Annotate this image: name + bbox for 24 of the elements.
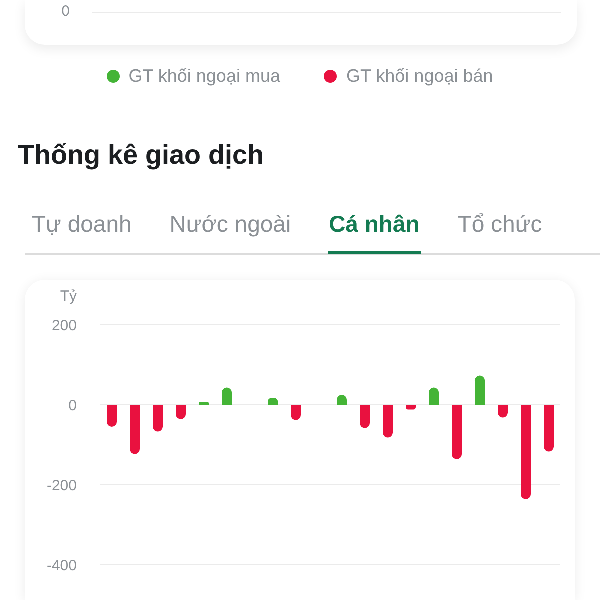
bar xyxy=(475,376,485,405)
bar xyxy=(153,405,163,432)
bar xyxy=(107,405,117,427)
bar xyxy=(222,388,232,405)
bar xyxy=(130,405,140,454)
bar xyxy=(199,402,209,405)
bar xyxy=(360,405,370,428)
bar xyxy=(452,405,462,460)
y-tick-label: -400 xyxy=(46,557,77,574)
y-tick-label: -200 xyxy=(46,477,77,494)
text: Tổ chức xyxy=(458,211,542,237)
y-axis-title: Tỷ xyxy=(60,288,77,305)
bar xyxy=(521,405,531,500)
text: Cá nhân xyxy=(329,211,420,237)
bar xyxy=(544,405,554,452)
legend-label: GT khối ngoại mua xyxy=(128,66,280,86)
text: Tự doanh xyxy=(32,211,132,237)
y-tick-label: 200 xyxy=(52,317,77,334)
bar xyxy=(383,405,393,438)
y-tick-label: 0 xyxy=(68,397,77,414)
bar xyxy=(429,388,439,405)
chart-title: Thống kê giao dịch xyxy=(18,140,264,170)
legend-label: GT khối ngoại bán xyxy=(346,66,494,86)
text: Nước ngoài xyxy=(170,211,292,237)
